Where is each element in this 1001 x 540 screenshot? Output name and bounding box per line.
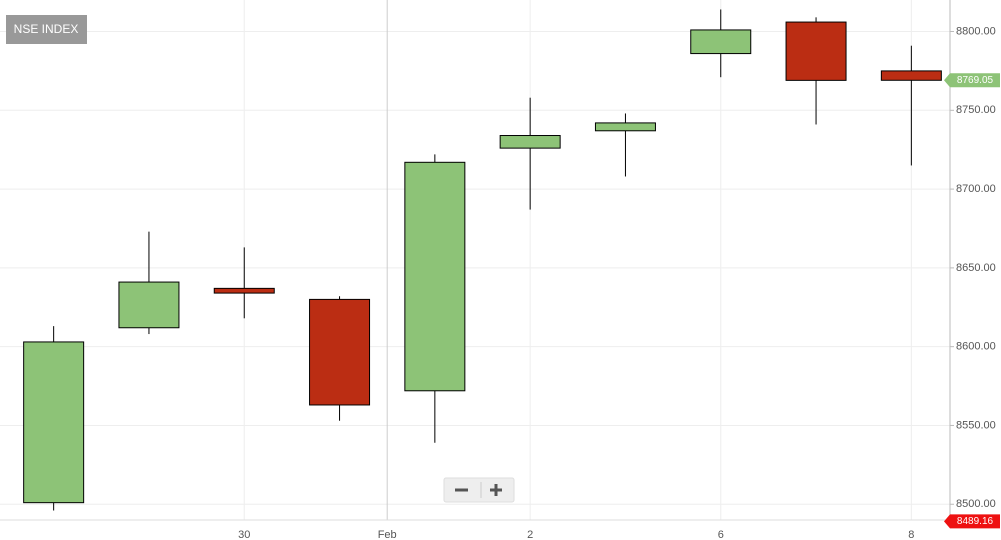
- candle-body: [499, 135, 561, 149]
- zoom-out-button[interactable]: [445, 479, 479, 501]
- chart-title: NSE INDEX: [14, 22, 79, 36]
- axis-labels: 8500.00 8550.00 8600.00 8650.00 8700.00 8750.…: [238, 25, 996, 540]
- candle-body: [118, 281, 180, 329]
- y-tick-label: 8700.00: [956, 183, 996, 195]
- x-tick-label: Feb: [378, 529, 397, 540]
- price-tag: [944, 73, 1000, 88]
- x-tick-label: 2: [527, 529, 533, 540]
- price-tag: [944, 514, 1000, 529]
- y-tick-label: 8650.00: [956, 262, 996, 274]
- y-tick-label: 8500.00: [956, 498, 996, 510]
- zoom-in-button[interactable]: [482, 479, 513, 501]
- candle-body: [880, 70, 942, 81]
- zoom-controls: [443, 477, 515, 503]
- candle-body: [309, 298, 371, 406]
- candle-body: [404, 161, 466, 392]
- y-tick-label: 8600.00: [956, 341, 996, 353]
- candle-body: [23, 341, 85, 504]
- price-tags: 8769.05 8489.16: [944, 73, 1000, 529]
- x-tick-label: 6: [718, 529, 724, 540]
- y-tick-label: 8550.00: [956, 419, 996, 431]
- candle-body: [785, 21, 847, 81]
- price-tag-label: 8769.05: [957, 75, 994, 86]
- candle-body: [690, 29, 752, 55]
- title-box: [6, 15, 87, 44]
- y-tick-label: 8750.00: [956, 104, 996, 116]
- price-tag-label: 8489.16: [957, 516, 994, 527]
- x-tick-label: 8: [908, 529, 914, 540]
- candle-body: [213, 287, 275, 294]
- x-tick-label: 30: [238, 529, 250, 540]
- y-tick-label: 8800.00: [956, 25, 996, 37]
- candle-body: [594, 122, 656, 132]
- candles: [23, 9, 942, 511]
